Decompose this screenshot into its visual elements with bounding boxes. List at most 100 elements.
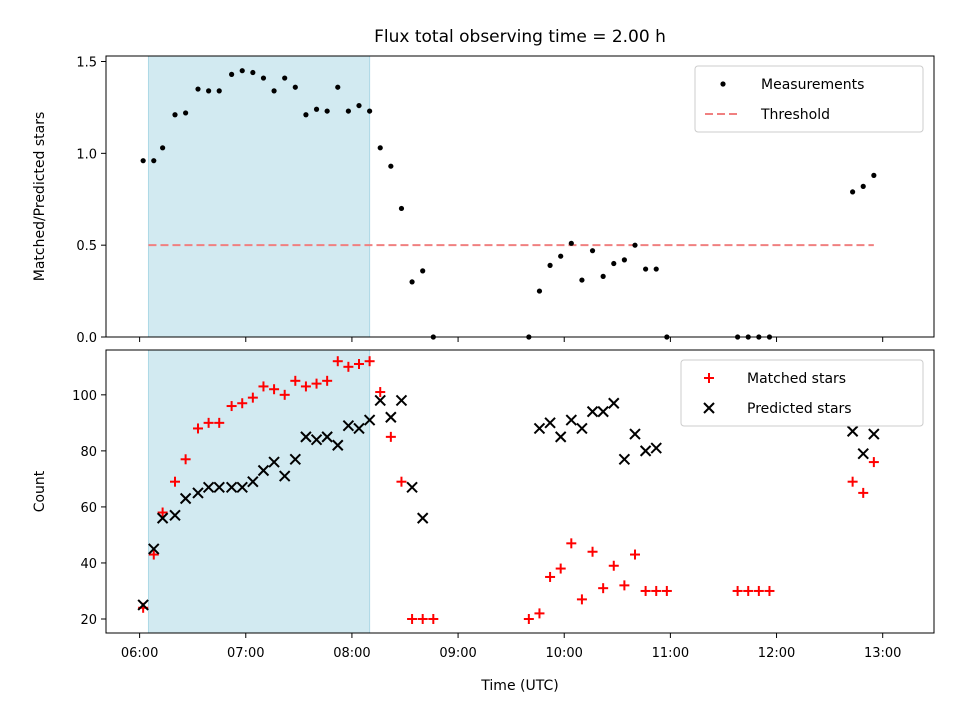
predicted-star-point [156,512,169,524]
x-stroke [289,453,302,465]
predicted-star-point [202,481,215,494]
x-tick-label: 06:00 [121,646,158,661]
x-stroke [565,414,578,426]
matched-star-point [598,583,609,594]
x-stroke [618,453,631,465]
matched-star-point [764,585,775,596]
matched-star-point [753,585,764,596]
predicted-star-point [406,481,418,494]
matched-star-point [566,538,577,549]
predicted-star-point [363,414,376,426]
measurement-point [216,88,222,94]
measurement-point [345,108,351,114]
measurement-point [303,112,309,118]
matched-star-point [847,476,858,487]
x-stroke [597,405,609,418]
x-stroke [236,481,248,494]
matched-star-point [354,359,364,370]
x-stroke [342,419,355,432]
x-stroke [406,481,418,494]
y-tick-label: 100 [72,389,97,404]
matched-star-point [364,356,375,367]
predicted-star-point [179,492,192,505]
x-tick-label: 07:00 [227,646,264,661]
measurement-point [250,69,256,76]
x-stroke [213,481,225,494]
legend-box [694,65,924,133]
x-tick-label: 12:00 [758,646,795,661]
measurement-legend-marker [720,81,726,87]
matched-star-point [587,546,598,557]
measurement-point [589,248,596,254]
measurement-point [388,163,394,169]
measurement-point [621,257,627,263]
x-stroke [169,509,181,522]
matched-star-point [523,613,534,624]
predicted-star-point [629,428,641,440]
predicted-star-point [544,417,556,429]
matched-star-point [322,375,333,386]
measurement-point [871,172,877,178]
predicted-star-point [857,447,869,460]
matched-star-point [619,580,630,591]
matched-star-point [732,585,743,596]
predicted-star-point [416,512,429,524]
matched-star-point [651,585,662,596]
matched-star-point [417,613,428,624]
measurement-point [367,108,373,114]
x-stroke [156,512,169,524]
predicted-star-point [639,445,652,457]
matched-star-point [300,381,311,392]
measurement-point [377,145,383,151]
x-tick-label: 13:00 [864,646,901,661]
predicted-star-point [618,453,631,465]
matched-star-point [247,392,258,403]
measurement-point [653,266,659,272]
matched-star-point [640,585,651,596]
measurement-point [206,88,212,94]
predicted-star-point [868,428,880,440]
x-stroke [321,431,333,443]
x-stroke [554,431,567,443]
x-stroke [416,512,429,524]
matched-star-point [858,487,869,498]
measurement-point [239,68,245,74]
measurement-point [600,273,606,279]
matched-star-point [157,507,168,518]
x-stroke [247,475,259,488]
predicted-star-point [565,414,578,426]
matched-star-point [630,549,640,560]
y-tick-label: 20 [80,613,97,628]
x-stroke [363,414,376,426]
x-stroke [608,397,620,409]
x-stroke [385,411,397,423]
x-stroke [310,433,323,446]
y-tick-label: 0.5 [76,239,97,254]
matched-star-point [258,381,269,392]
x-tick-label: 10:00 [545,646,582,661]
matched-star-point [576,594,587,605]
predicted-star-point [597,405,609,418]
x-stroke [257,464,270,477]
x-tick-label: 11:00 [652,646,689,661]
matched-star-point [193,423,203,434]
measurement-point [282,75,288,81]
matched-star-point [385,431,396,442]
x-stroke [225,481,238,494]
panel-2: 20 40 60 80 100 06:00 07:00 08:00 09:00 10:00 11:0… [32,349,935,661]
matched-star-point [428,613,439,624]
measurement-point [229,71,235,77]
series-matched-stars [138,356,879,624]
matched-star-point [311,378,322,389]
x-stroke [544,417,556,429]
measurement-point [160,145,166,151]
measurement-point [558,253,564,259]
measurement-point [324,108,330,114]
x-stroke [374,394,386,407]
x-axis-label: Time (UTC) [480,678,558,694]
x-tick-label: 08:00 [333,646,370,661]
predicted-star-point [650,442,662,454]
matched-star-point [407,613,418,624]
matched-star-point [868,457,879,468]
